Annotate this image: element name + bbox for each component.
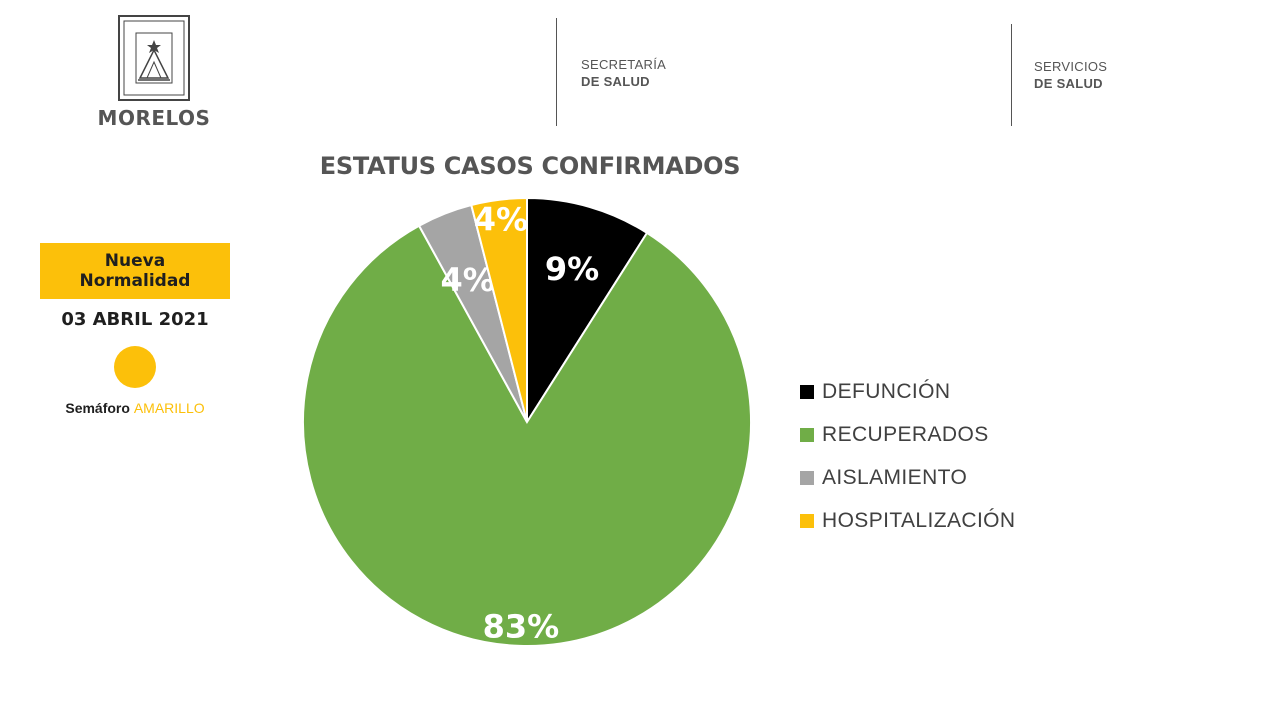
- report-date: 03 ABRIL 2021: [61, 309, 209, 330]
- nueva-normalidad-badge: Nueva Normalidad: [40, 243, 230, 299]
- legend-swatch: [800, 513, 814, 528]
- pie-data-label: 4%: [474, 200, 528, 238]
- pie-slice-defuncion: [526, 196, 649, 426]
- status-panel: Nueva Normalidad 03 ABRIL 2021 Semáforo …: [30, 243, 240, 416]
- secretaria-line2: DE SALUD: [581, 74, 650, 89]
- pie-data-label: 83%: [483, 608, 560, 646]
- legend-label: HOSPITALIZACIÓN: [822, 508, 1016, 532]
- traffic-light-icon: [114, 346, 156, 388]
- semaforo-status: Semáforo AMARILLO: [30, 400, 240, 416]
- legend-swatch: [800, 470, 814, 485]
- pie-data-label: 9%: [545, 250, 599, 288]
- state-name: MORELOS: [97, 106, 211, 130]
- servicios-line1: SERVICIOS: [1034, 59, 1108, 74]
- legend-label: DEFUNCIÓN: [822, 379, 951, 403]
- pie-slice-hospitalizacion: [470, 196, 528, 423]
- morelos-logo: MORELOS: [96, 14, 212, 130]
- legend-item: DEFUNCIÓN: [800, 370, 1015, 413]
- pie-chart: 9% 83% 4% 4%: [302, 196, 752, 647]
- legend-swatch: [800, 384, 814, 399]
- chart-title: ESTATUS CASOS CONFIRMADOS: [319, 152, 741, 180]
- legend-swatch: [800, 427, 814, 442]
- header-divider: [1011, 24, 1012, 126]
- secretaria-label: SECRETARÍA DE SALUD: [581, 56, 666, 90]
- semaforo-value: AMARILLO: [133, 400, 205, 416]
- legend-item: AISLAMIENTO: [800, 456, 1015, 499]
- legend-label: AISLAMIENTO: [822, 465, 968, 489]
- servicios-label: SERVICIOS DE SALUD: [1034, 58, 1107, 92]
- legend-item: RECUPERADOS: [800, 413, 1015, 456]
- pie-slice-recuperados: [302, 224, 752, 647]
- chart-legend: DEFUNCIÓN RECUPERADOS AISLAMIENTO HOSPITALI…: [800, 370, 1015, 542]
- header-divider: [556, 18, 557, 126]
- pie-data-label: 4%: [440, 261, 494, 299]
- secretaria-line1: SECRETARÍA: [581, 57, 667, 72]
- semaforo-label: Semáforo: [65, 400, 130, 416]
- servicios-line2: DE SALUD: [1034, 76, 1103, 91]
- legend-label: RECUPERADOS: [822, 422, 989, 446]
- legend-item: HOSPITALIZACIÓN: [800, 499, 1015, 542]
- morelos-crest-icon: [118, 15, 190, 101]
